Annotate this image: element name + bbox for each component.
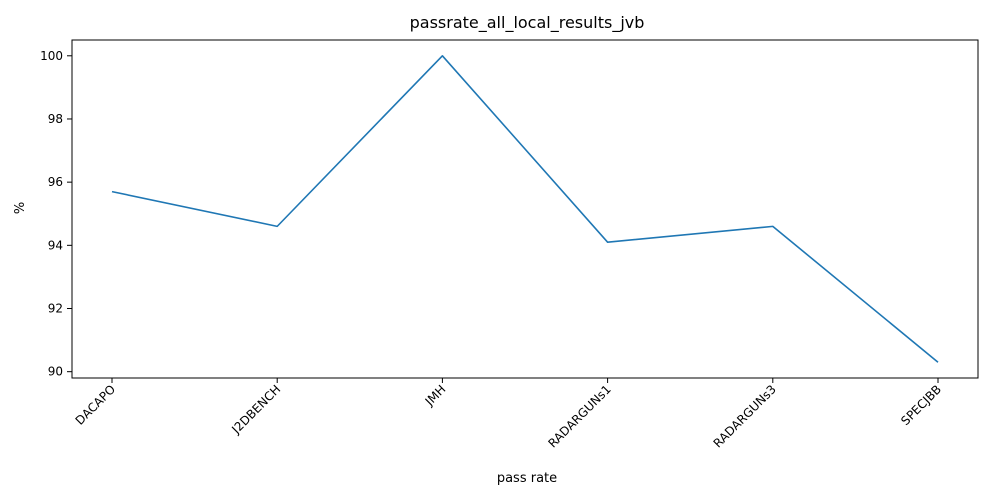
y-tick-label: 90 [48,365,63,379]
x-axis-ticks: DACAPO J2DBENCH JMH RADARGUNs1 RADARGUNs3 SPE… [73,378,944,451]
series-line [111,54,939,363]
x-tick-label: SPECJBB [898,382,944,428]
x-tick-label: RADARGUNs3 [711,382,779,450]
x-tick-label: DACAPO [73,382,118,427]
x-axis-label: pass rate [497,471,557,486]
x-tick-label: JMH [422,382,449,409]
series-layer [111,54,939,363]
y-axis-label: % [13,202,28,214]
y-tick-label: 98 [48,112,63,126]
y-axis-ticks: 90 92 94 96 98 100 [40,49,72,379]
x-tick-label: J2DBENCH [228,382,283,437]
y-tick-label: 92 [48,302,63,316]
y-tick-label: 94 [48,238,63,252]
plot-area: 90 92 94 96 98 100 DACAPO J2DBENCH JMH RADARGUNs… [40,39,979,451]
axes-frame [71,39,979,379]
x-tick-label: RADARGUNs1 [545,382,613,450]
y-tick-label: 96 [48,175,63,189]
chart-title: passrate_all_local_results_jvb [410,13,645,33]
y-tick-label: 100 [40,49,63,63]
